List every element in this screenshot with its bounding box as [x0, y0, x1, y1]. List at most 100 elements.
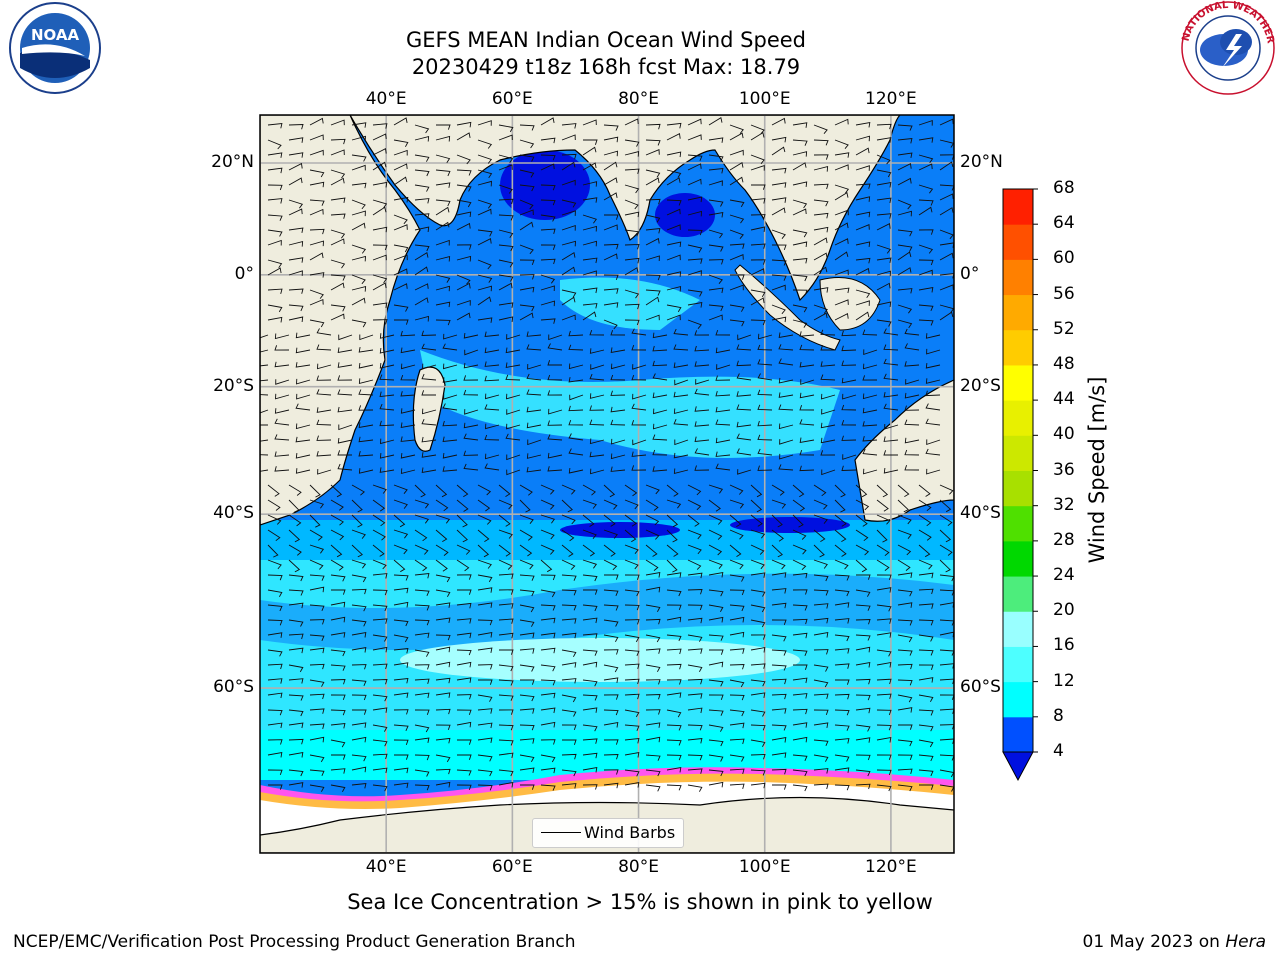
wind-barb — [477, 544, 490, 558]
wind-barb — [330, 149, 345, 156]
wind-barb — [876, 574, 892, 580]
wind-barb — [603, 589, 619, 596]
wind-barb — [435, 499, 449, 512]
wind-barb — [918, 544, 931, 558]
wind-barb — [540, 163, 555, 171]
wind-barb — [694, 436, 710, 443]
wind-barb — [645, 572, 661, 578]
wind-barb — [897, 210, 912, 217]
wind-barb — [666, 224, 681, 231]
wind-barb — [918, 739, 934, 748]
wind-barb — [309, 754, 325, 763]
wind-barb — [372, 784, 388, 792]
wind-barb — [897, 544, 912, 556]
wind-barb — [687, 768, 703, 774]
wind-barb — [372, 559, 387, 570]
wind-barb — [708, 589, 724, 597]
wind-barb — [673, 468, 689, 474]
wind-barb — [821, 408, 836, 415]
wind-barb — [876, 544, 890, 557]
wind-barb — [351, 274, 366, 285]
wind-barb — [498, 529, 513, 539]
wind-barb — [813, 304, 828, 314]
wind-barb — [330, 544, 343, 558]
wind-barb — [603, 319, 618, 330]
wind-barb — [540, 214, 556, 222]
colorbar-segment — [1003, 329, 1033, 366]
wind-barb — [883, 467, 899, 474]
wind-barb — [372, 274, 388, 284]
wind-barb — [918, 137, 934, 143]
wind-barb — [393, 214, 408, 225]
wind-barb — [820, 329, 836, 336]
wind-barb — [750, 164, 765, 171]
wind-barb — [309, 289, 324, 299]
wind-barb — [883, 344, 899, 351]
wind-barb — [393, 739, 409, 746]
wind-barb — [918, 529, 932, 541]
wind-barb — [288, 619, 304, 627]
wind-barb — [939, 184, 954, 191]
wind-barb — [813, 754, 829, 762]
wind-barb — [456, 499, 469, 512]
wind-barb — [477, 259, 492, 270]
wind-barb — [582, 499, 597, 509]
wind-barb — [288, 288, 304, 294]
gridlines — [260, 115, 954, 853]
wind-barb — [435, 484, 448, 498]
wind-barb — [897, 229, 913, 237]
wind-barb — [666, 304, 682, 313]
wind-barb — [841, 377, 857, 384]
wind-barb — [771, 182, 787, 188]
wind-barb — [687, 134, 702, 141]
wind-barb — [666, 241, 682, 248]
wind-barb — [645, 484, 660, 495]
wind-barb — [379, 467, 395, 473]
wind-barb — [737, 334, 752, 341]
wind-barb — [316, 389, 332, 396]
wind-barb — [939, 154, 954, 160]
wind-barb — [498, 603, 514, 609]
wind-barb — [393, 319, 409, 325]
wind-barb — [372, 244, 388, 251]
wind-barb — [918, 724, 934, 732]
wind-barb — [288, 602, 304, 609]
wind-barb — [421, 436, 437, 443]
wind-barb — [275, 393, 290, 400]
wind-barb — [442, 452, 458, 459]
wind-barb — [757, 404, 773, 411]
wind-barb — [666, 271, 682, 277]
wind-barb — [645, 514, 660, 526]
wind-barb — [771, 259, 787, 266]
wind-barb — [456, 677, 472, 683]
wind-barb — [540, 617, 556, 624]
wind-barb — [632, 393, 647, 400]
wind-barb — [351, 122, 367, 128]
wind-barb — [771, 693, 787, 700]
wind-barb — [771, 284, 786, 291]
wind-barb — [897, 572, 913, 578]
wind-barb — [652, 332, 668, 339]
wind-barb — [309, 693, 325, 700]
wind-barb — [694, 361, 710, 367]
wind-barb — [372, 634, 388, 642]
wind-barb — [708, 137, 724, 143]
wind-barb — [792, 769, 808, 777]
wind-barb — [687, 529, 702, 540]
wind-barb — [463, 422, 479, 429]
wind-barb — [372, 181, 388, 188]
wind-barb — [708, 739, 724, 747]
wind-barb — [729, 132, 744, 141]
wind-barb — [603, 529, 618, 539]
wind-barb — [400, 436, 416, 442]
wind-barb — [372, 499, 386, 512]
wind-barb — [477, 169, 493, 179]
wind-barb — [414, 198, 430, 204]
wind-barb — [897, 679, 913, 686]
wind-barb — [603, 499, 618, 510]
wind-barb — [897, 619, 913, 626]
wind-barb — [288, 633, 304, 640]
wind-barb — [666, 634, 682, 642]
wind-barb — [645, 634, 661, 643]
wind-barb — [330, 589, 346, 595]
